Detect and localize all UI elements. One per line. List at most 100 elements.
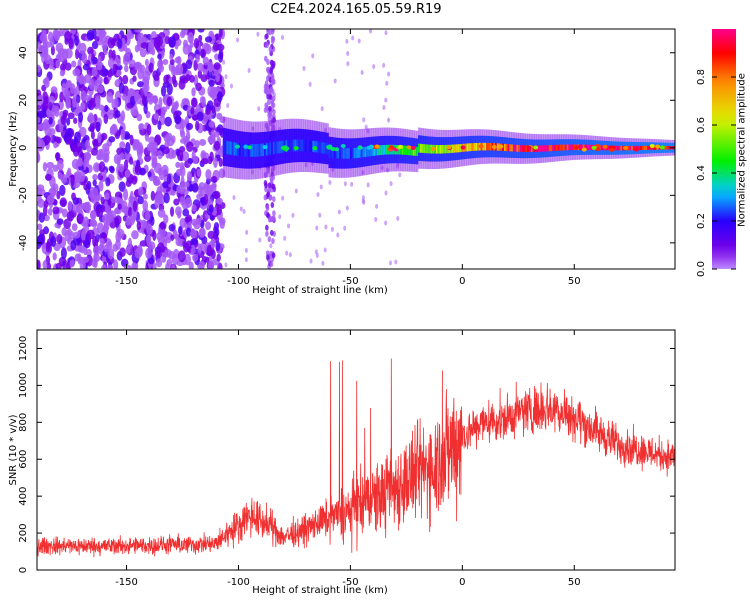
heatmap-blob	[312, 146, 318, 151]
heatmap-blob	[103, 113, 109, 124]
heatmap-cell	[357, 147, 360, 158]
heatmap-blob	[103, 77, 108, 85]
heatmap-cell	[466, 143, 469, 152]
heatmap-blob	[117, 38, 123, 49]
heatmap-blob	[168, 36, 176, 48]
heatmap-cell	[251, 144, 254, 157]
heatmap-blob	[90, 196, 98, 204]
heatmap-blob	[357, 38, 361, 44]
heatmap-cell	[563, 144, 566, 151]
heatmap-blob	[158, 96, 163, 109]
heatmap-blob	[125, 179, 132, 187]
heatmap-blob	[205, 169, 212, 180]
heatmap-blob	[160, 85, 167, 97]
heatmap-blob	[318, 212, 322, 218]
heatmap-blob	[124, 133, 131, 140]
heatmap-cell	[486, 142, 489, 151]
heatmap-cell	[428, 144, 431, 154]
heatmap-blob	[326, 145, 332, 150]
heatmap-blob	[294, 188, 298, 194]
heatmap-cell	[253, 144, 256, 157]
heatmap-blob	[132, 75, 137, 82]
heatmap-cell	[555, 144, 559, 151]
heatmap-cell	[568, 144, 571, 151]
heatmap-cell	[344, 148, 347, 159]
heatmap-blob	[80, 102, 85, 112]
heatmap-cell	[444, 144, 448, 154]
heatmap-blob	[131, 230, 139, 240]
heatmap-cell	[242, 143, 245, 157]
heatmap-cell	[537, 145, 541, 152]
heatmap-blob	[175, 206, 182, 216]
heatmap-cell	[364, 146, 367, 158]
heatmap-blob	[382, 62, 386, 68]
heatmap-blob	[247, 145, 253, 150]
heatmap-blob	[157, 120, 162, 131]
heatmap-blob	[76, 213, 84, 225]
x-tick-label: 50	[568, 276, 581, 287]
heatmap-cell	[423, 144, 426, 154]
heatmap-blob	[659, 145, 665, 150]
x-axis-label: Height of straight line (km)	[252, 585, 388, 596]
heatmap-blob	[44, 54, 52, 65]
heatmap-blob	[269, 175, 274, 182]
x-tick-label: -50	[342, 577, 358, 588]
heatmap-blob	[217, 91, 223, 103]
heatmap-cell	[598, 145, 602, 151]
heatmap-blob	[143, 193, 148, 200]
heatmap-blob	[99, 237, 105, 248]
colorbar	[712, 29, 736, 269]
heatmap-blob	[194, 140, 200, 149]
heatmap-blob	[591, 145, 597, 150]
heatmap-blob	[70, 174, 75, 187]
heatmap-blob	[649, 143, 655, 148]
heatmap-blob	[123, 159, 129, 172]
heatmap-blob	[55, 262, 63, 269]
heatmap-blob	[361, 195, 365, 201]
heatmap-blob	[182, 208, 190, 217]
heatmap-blob	[87, 114, 95, 124]
heatmap-blob	[145, 247, 153, 259]
heatmap-blob	[82, 63, 90, 71]
heatmap-blob	[191, 87, 196, 97]
heatmap-blob	[182, 240, 188, 248]
heatmap-blob	[147, 171, 152, 178]
heatmap-cell	[505, 144, 508, 152]
heatmap-blob	[185, 131, 191, 141]
heatmap-blob	[328, 180, 332, 186]
heatmap-cell	[668, 146, 671, 150]
heatmap-blob	[56, 218, 64, 226]
heatmap-blob	[169, 53, 174, 61]
heatmap-blob	[96, 29, 104, 38]
heatmap-blob	[265, 66, 270, 73]
heatmap-cell	[247, 144, 251, 157]
heatmap-cell	[421, 143, 424, 153]
heatmap-blob	[197, 70, 203, 79]
heatmap-blob	[125, 246, 131, 254]
heatmap-blob	[195, 120, 200, 131]
heatmap-blob	[78, 84, 86, 92]
heatmap-cell	[613, 145, 616, 151]
heatmap-blob	[39, 33, 48, 43]
heatmap-cell	[306, 140, 310, 152]
heatmap-cell	[237, 142, 240, 156]
heatmap-cell	[455, 144, 458, 153]
heatmap-cell	[647, 145, 650, 150]
heatmap-cell	[290, 139, 294, 152]
heatmap-cell	[418, 143, 421, 153]
heatmap-blob	[337, 209, 341, 215]
heatmap-blob	[122, 215, 127, 222]
heatmap-blob	[162, 59, 169, 66]
heatmap-blob	[162, 146, 170, 155]
heatmap-blob	[59, 184, 66, 197]
heatmap-blob	[160, 106, 168, 114]
heatmap-blob	[97, 131, 102, 144]
heatmap-blob	[166, 96, 173, 107]
heatmap-blob	[132, 141, 138, 151]
heatmap-blob	[258, 237, 262, 243]
x-tick-label: 50	[568, 577, 581, 588]
heatmap-blob	[116, 228, 125, 239]
heatmap-blob	[247, 68, 251, 74]
heatmap-blob	[179, 162, 185, 171]
y-axis-label: Frequency (Hz)	[8, 111, 19, 187]
